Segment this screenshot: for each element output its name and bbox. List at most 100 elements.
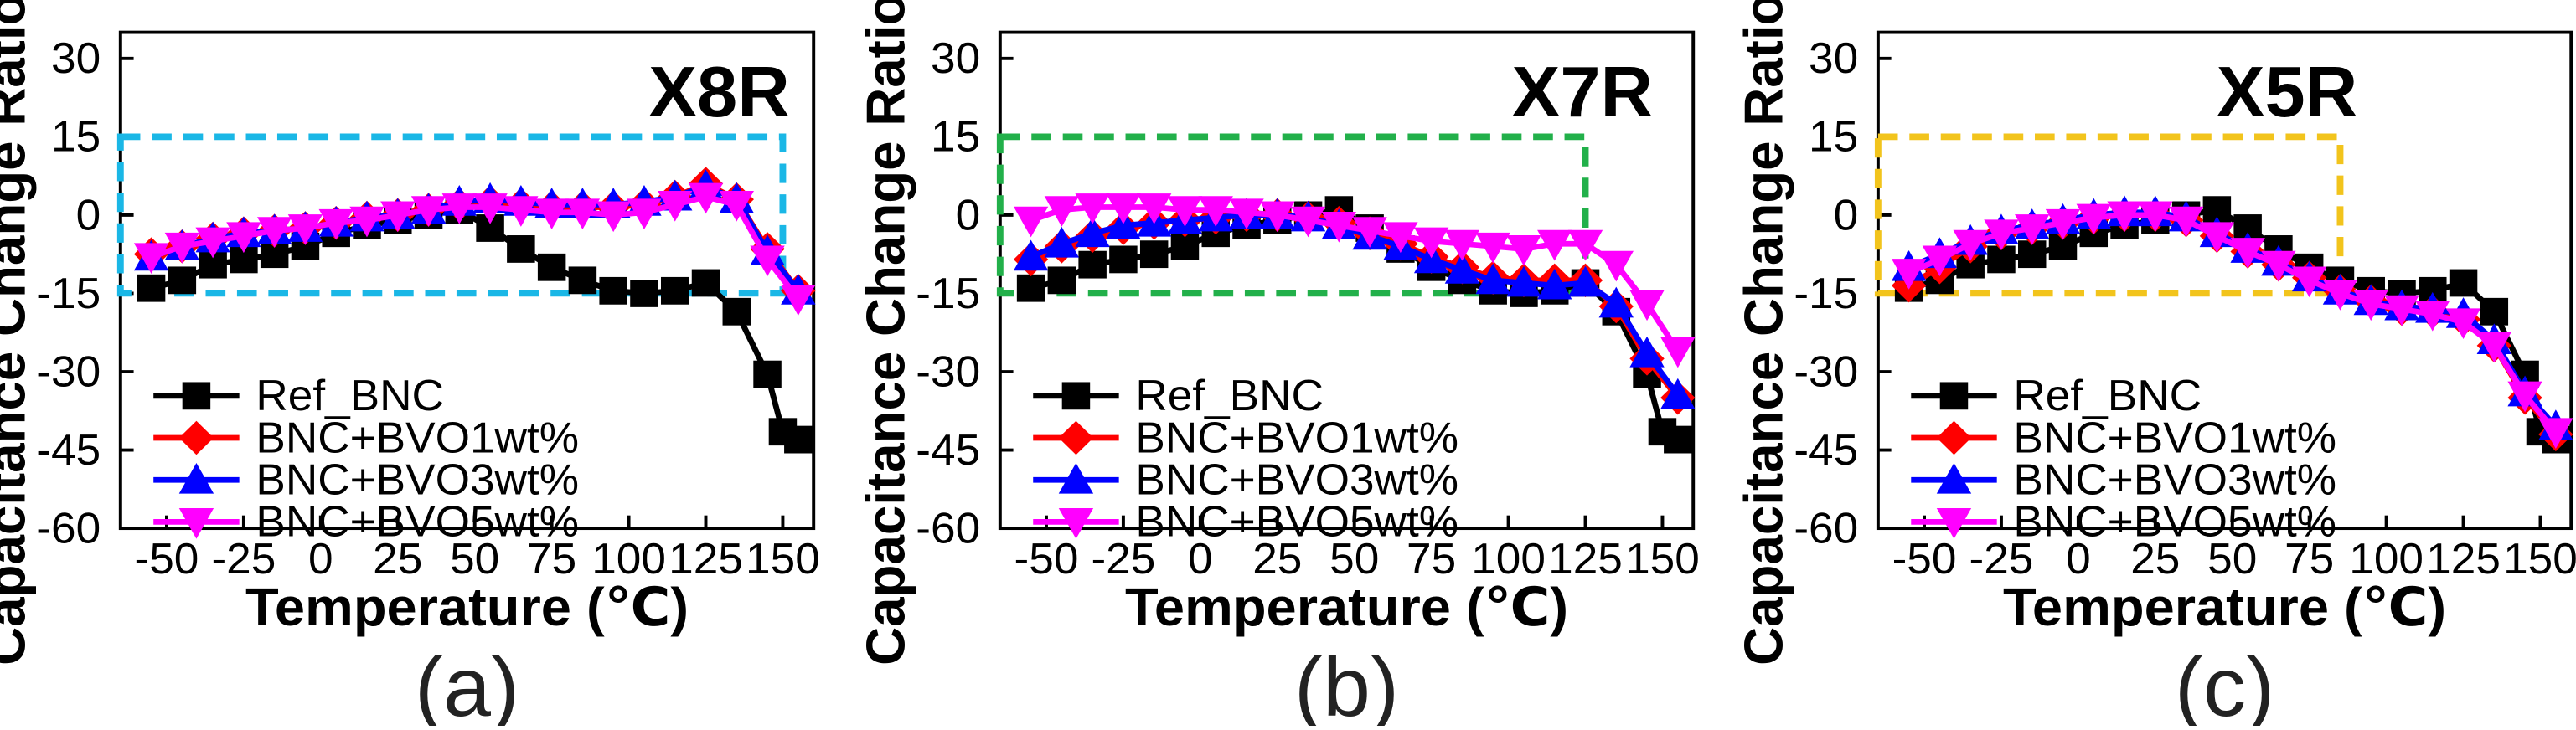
spec-region-box [1874,133,2344,297]
legend-entry: BNC+BVO3wt% [1135,455,1458,504]
x-tick-label: 25 [2130,535,2180,583]
x-tick-label: 125 [669,535,743,583]
y-tick-label: -30 [1794,347,1858,396]
data-point [1953,229,1988,261]
data-point [2107,201,2142,233]
legend-entry: BNC+BVO1wt% [256,414,579,462]
series-line [150,193,801,301]
data-point [2261,250,2296,282]
data-point [287,214,323,245]
series-BNC+BVO5wt% [1891,201,2573,449]
y-tick-label: 0 [76,191,101,239]
data-point [2045,208,2081,240]
legend-entry: Ref_BNC [1135,372,1324,420]
data-point [1660,337,1696,368]
y-tick-label: -45 [1794,425,1858,474]
x-tick-label: -25 [1091,535,1155,583]
data-point [596,201,631,233]
data-point [133,243,169,275]
x-tick-label: 150 [1625,535,1700,583]
data-point [688,182,724,214]
data-point [722,297,751,326]
data-point [1444,253,1480,284]
data-point [1044,226,1080,258]
x-tick-label: -25 [1969,535,2034,583]
data-point [660,276,689,305]
data-point [658,191,693,222]
data-point [1664,425,1692,454]
y-axis-title: Capacitance Change Ratio (%) [855,0,916,666]
data-point [1537,229,1572,261]
y-tick-label: 30 [931,34,980,83]
data-point [2199,222,2235,254]
x-axis-title: Temperature (℃) [245,578,689,637]
data-point [1352,217,1387,248]
data-point [1537,268,1572,300]
x-tick-label: 125 [2426,535,2501,583]
data-point [2322,280,2358,311]
legend-entry: BNC+BVO5wt% [1135,497,1458,546]
x-tick-label: -50 [135,535,199,583]
y-tick-label: -30 [916,347,980,396]
x-tick-label: -50 [1014,535,1079,583]
data-point [2015,214,2050,245]
y-tick-label: -60 [1794,504,1858,553]
data-point [1922,245,1958,277]
x-tick-label: -50 [1892,535,1957,583]
y-tick-label: 30 [51,34,101,83]
x-tick-label: 75 [527,535,576,583]
x-tick-label: 150 [2503,535,2576,583]
data-point [2353,290,2388,321]
data-point [349,206,385,238]
x-tick-label: 50 [450,535,499,583]
y-axis-title: Capacitance Change Ratio (%) [1733,0,1794,666]
x-tick-label: 100 [1471,535,1546,583]
x-tick-label: 100 [2349,535,2424,583]
data-point [2507,381,2542,413]
spec-region-box [116,133,787,297]
data-point [410,196,447,227]
data-point [1198,196,1233,227]
data-point [568,266,597,295]
x-tick-label: 100 [591,535,666,583]
data-point [168,266,197,295]
y-tick-label: 0 [1834,191,1859,239]
data-point [1167,196,1203,227]
data-point [1075,216,1110,248]
x-tick-label: 75 [1407,535,1456,583]
y-tick-label: 15 [1809,112,1858,161]
data-point [1984,219,2019,250]
data-point [2076,203,2111,235]
spec-region-box [996,133,1589,297]
data-point [1413,227,1449,259]
data-point [1660,378,1696,409]
data-point [1506,235,1541,266]
legend-marker [1058,462,1094,494]
legend-marker [1939,382,1969,410]
legend-marker [1061,382,1091,410]
data-point [1891,259,1927,290]
data-point [1260,201,1295,233]
x-tick-label: -25 [211,535,276,583]
data-point [2415,300,2450,332]
legend-entry: BNC+BVO1wt% [1135,414,1458,462]
legend-marker [1058,507,1094,539]
y-tick-label: -15 [36,269,101,317]
data-point [1567,265,1603,297]
data-point [1598,250,1634,282]
x-tick-label: 0 [308,535,333,583]
panel-label: (c) [2175,640,2274,726]
data-point [1106,193,1141,224]
chart-panel-3: -50 -25 0 25 50 75 100 125 150 -60 -45 -30 -15 0 15 30 X… [1733,0,2576,730]
y-tick-label: -60 [916,504,980,553]
legend-marker [178,462,214,494]
legend-entry: BNC+BVO1wt% [2013,414,2336,462]
x-tick-label: 0 [2066,535,2091,583]
x-tick-label: 25 [373,535,422,583]
legend-marker [1936,420,1972,455]
data-point [1137,193,1172,224]
x-tick-label: 25 [1252,535,1302,583]
data-point [1598,286,1634,318]
